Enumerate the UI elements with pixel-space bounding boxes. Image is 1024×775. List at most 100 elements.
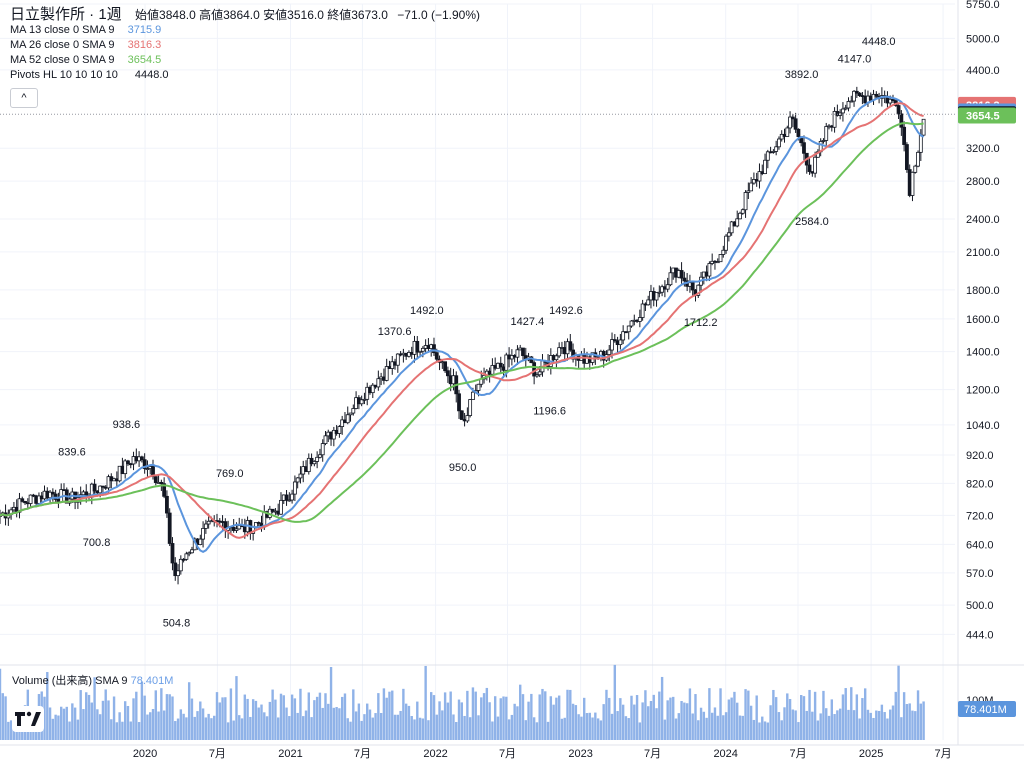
ma26-legend[interactable]: MA 26 close 0 SMA 9 3816.3	[10, 38, 480, 53]
volume-bar	[343, 693, 347, 740]
volume-bar	[916, 690, 920, 740]
candle-body	[918, 134, 923, 153]
volume-bar	[624, 716, 628, 740]
candle-body	[535, 374, 539, 377]
candle-body	[607, 349, 612, 355]
volume-bar	[638, 722, 642, 740]
candle-body	[162, 483, 167, 497]
volume-bar	[293, 698, 297, 740]
volume-bar	[251, 699, 255, 740]
volume-bar	[802, 696, 806, 740]
open-label: 始値	[135, 8, 160, 22]
candle-body	[359, 399, 364, 405]
ma52-legend[interactable]: MA 52 close 0 SMA 9 3654.5	[10, 53, 480, 68]
volume-sma-tag-label: 78.401M	[964, 704, 1007, 716]
volume-bar	[791, 709, 795, 740]
volume-bar	[538, 694, 541, 740]
collapse-legend-button[interactable]: ^	[10, 88, 38, 108]
volume-bar	[577, 714, 580, 740]
volume-bar	[93, 677, 96, 740]
volume-bar	[165, 694, 169, 740]
symbol-title[interactable]: 日立製作所 · 1週	[10, 6, 122, 23]
tradingview-logo-icon[interactable]	[12, 706, 44, 732]
candle-body	[852, 90, 856, 102]
pivots-legend[interactable]: Pivots HL 10 10 10 10 4448.0	[10, 68, 480, 83]
volume-bar	[449, 691, 452, 740]
volume-bar	[510, 714, 514, 740]
volume-bar	[869, 712, 872, 740]
ma52-line	[0, 121, 924, 523]
volume-bar	[154, 690, 157, 740]
candle-body	[465, 415, 470, 422]
volume-bar	[421, 718, 425, 740]
volume-bar	[822, 690, 825, 740]
candle-body	[153, 476, 158, 483]
candle-body	[729, 221, 734, 234]
volume-bar	[702, 711, 706, 740]
volume-bar	[710, 712, 714, 740]
volume-bar	[135, 691, 138, 740]
volume-bar	[118, 712, 121, 740]
volume-bar	[502, 696, 505, 740]
volume-bar	[207, 713, 210, 740]
candle-body	[101, 485, 105, 488]
volume-bar	[697, 720, 700, 740]
volume-bar	[463, 715, 466, 740]
volume-bar	[388, 691, 391, 740]
candle-body	[106, 476, 111, 489]
volume-bar	[599, 720, 603, 740]
volume-bar	[357, 703, 361, 740]
volume-bar	[187, 682, 191, 740]
volume-bar	[132, 698, 135, 740]
candle-body	[832, 111, 837, 128]
candle-body	[921, 118, 926, 136]
x-tick-label: 7月	[789, 748, 806, 760]
pivot-label: 504.8	[163, 618, 191, 630]
candle-body	[187, 552, 192, 555]
volume-bar	[680, 701, 683, 740]
volume-bar	[799, 694, 803, 740]
volume-bar	[296, 712, 299, 740]
volume-bar	[310, 717, 313, 740]
volume-bar	[315, 696, 319, 740]
volume-bar	[68, 721, 71, 740]
candle-body	[176, 570, 180, 577]
volume-bar	[596, 718, 600, 740]
pivot-label: 3892.0	[785, 69, 819, 81]
volume-bar	[455, 722, 458, 740]
candle-body	[854, 90, 859, 94]
candle-body	[351, 408, 356, 414]
y-tick-label: 2400.0	[966, 214, 1000, 226]
volume-bar	[123, 701, 127, 740]
volume-bar	[752, 719, 756, 740]
volume-bar	[825, 708, 828, 740]
volume-bar	[532, 717, 536, 740]
volume-bar	[482, 693, 486, 740]
volume-bar	[418, 717, 422, 740]
volume-bar	[157, 711, 160, 740]
candle-body	[743, 192, 748, 211]
ma13-legend[interactable]: MA 13 close 0 SMA 9 3715.9	[10, 23, 480, 38]
pivot-label: 938.6	[113, 419, 141, 431]
volume-bar	[786, 693, 789, 740]
price-tag-label-ma52: 3654.5	[966, 111, 1000, 123]
volume-bar	[613, 664, 617, 740]
y-tick-label: 1200.0	[966, 385, 1000, 397]
candle-body	[857, 92, 862, 96]
volume-bar	[841, 694, 845, 740]
volume-bar	[769, 705, 772, 740]
candle-body	[668, 272, 673, 286]
volume-bar	[162, 710, 166, 740]
volume-bar	[363, 714, 366, 740]
candle-body	[445, 370, 450, 377]
x-tick-label: 7月	[644, 748, 661, 760]
volume-bar	[858, 718, 861, 740]
candle-body	[715, 261, 720, 264]
volume-bar	[185, 717, 188, 740]
candle-body	[874, 93, 879, 97]
volume-legend[interactable]: Volume (出来高) SMA 9 78.401M	[12, 672, 173, 688]
candle-body	[306, 457, 311, 473]
volume-bar	[635, 695, 639, 740]
